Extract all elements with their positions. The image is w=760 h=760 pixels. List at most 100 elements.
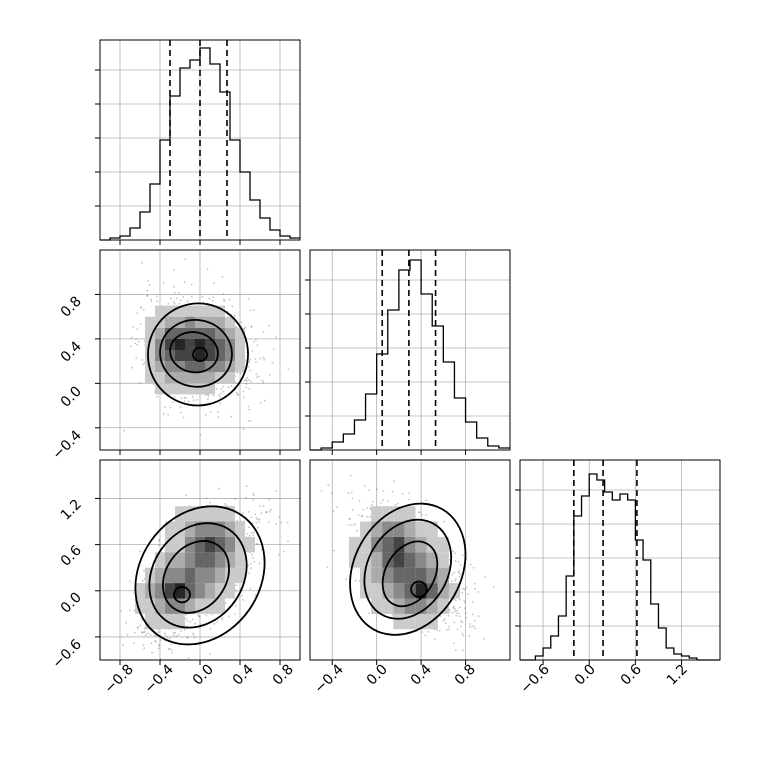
scatter-point — [129, 580, 131, 583]
density-cell — [235, 327, 245, 339]
scatter-point — [457, 560, 460, 563]
scatter-point — [332, 510, 335, 513]
scatter-point — [206, 268, 209, 271]
scatter-point — [336, 506, 338, 509]
scatter-point — [271, 361, 274, 364]
scatter-point — [459, 625, 462, 628]
scatter-point — [452, 550, 454, 553]
density-cell — [205, 327, 215, 339]
scatter-point — [209, 501, 212, 504]
scatter-point — [368, 612, 370, 614]
scatter-point — [458, 570, 460, 573]
density-cell — [185, 350, 195, 362]
scatter-point — [249, 588, 252, 590]
scatter-point — [136, 343, 139, 346]
density-cell — [205, 383, 215, 395]
density-cell — [175, 350, 185, 362]
density-cell — [225, 350, 235, 362]
density-cell — [185, 506, 195, 522]
density-cell — [155, 567, 165, 584]
density-cell — [185, 598, 195, 614]
scatter-point — [239, 372, 242, 375]
scatter-point — [265, 511, 268, 513]
density-cell — [415, 552, 427, 568]
scatter-point — [247, 379, 250, 382]
scatter-point — [237, 394, 240, 396]
density-cell — [235, 521, 245, 537]
scatter-point — [131, 366, 133, 369]
scatter-point — [464, 612, 467, 615]
scatter-point — [189, 621, 192, 623]
scatter-point — [465, 586, 468, 589]
scatter-point — [471, 613, 474, 616]
density-cell — [195, 567, 205, 584]
scatter-point — [442, 619, 445, 622]
density-cell — [205, 506, 215, 522]
scatter-point — [448, 625, 450, 628]
density-cell — [205, 536, 215, 553]
density-cell — [225, 536, 235, 553]
density-cell — [371, 598, 383, 614]
scatter-point — [391, 490, 394, 493]
scatter-point — [248, 361, 251, 364]
density-cell — [382, 521, 394, 537]
density-cell — [215, 338, 225, 350]
scatter-point — [227, 386, 230, 389]
density-cell — [155, 598, 165, 614]
scatter-point — [186, 300, 189, 302]
scatter-point — [150, 300, 153, 302]
density-cell — [245, 536, 255, 553]
scatter-point — [436, 629, 438, 632]
scatter-point — [217, 416, 220, 418]
scatter-point — [209, 411, 212, 413]
contour-line — [363, 518, 453, 620]
scatter-point — [444, 618, 446, 621]
density-cell — [155, 552, 165, 568]
scatter-point — [157, 647, 160, 650]
scatter-point — [233, 314, 236, 317]
density-cell — [426, 521, 438, 537]
density-cell — [175, 383, 185, 395]
scatter-point — [263, 399, 266, 402]
density-cell — [205, 583, 215, 599]
scatter-point — [447, 614, 450, 617]
scatter-point — [356, 529, 358, 532]
scatter-point — [183, 400, 186, 403]
scatter-point — [462, 634, 465, 637]
density-cell — [393, 521, 405, 537]
panel-2d-param-0-vs-1 — [95, 249, 301, 455]
density-cell — [371, 583, 383, 599]
density-cell — [404, 583, 416, 599]
density-cell — [175, 536, 185, 553]
density-cell — [165, 521, 175, 537]
scatter-point — [463, 600, 465, 602]
scatter-point — [247, 405, 250, 408]
scatter-point — [417, 511, 420, 514]
scatter-point — [236, 371, 238, 374]
density-cell — [165, 613, 175, 630]
panel-2d-param-1-vs-2 — [309, 459, 511, 665]
scatter-point — [170, 649, 173, 652]
density-cell — [215, 521, 225, 537]
scatter-point — [458, 575, 461, 578]
density-cell — [195, 521, 205, 537]
scatter-point — [157, 643, 160, 646]
density-cell — [393, 613, 405, 630]
scatter-point — [151, 651, 154, 654]
scatter-point — [258, 518, 261, 521]
scatter-point — [252, 556, 254, 559]
scatter-point — [425, 513, 427, 516]
density-cell — [135, 598, 145, 614]
scatter-point — [358, 500, 361, 502]
scatter-point — [173, 396, 176, 399]
scatter-point — [433, 638, 436, 641]
scatter-point — [471, 625, 473, 628]
density-cell — [215, 567, 225, 584]
scatter-point — [184, 258, 187, 261]
density-cell — [205, 567, 215, 584]
density-cell — [155, 372, 165, 384]
scatter-point — [133, 609, 136, 612]
scatter-point — [146, 295, 149, 297]
scatter-point — [446, 629, 448, 631]
scatter-point — [454, 560, 457, 562]
